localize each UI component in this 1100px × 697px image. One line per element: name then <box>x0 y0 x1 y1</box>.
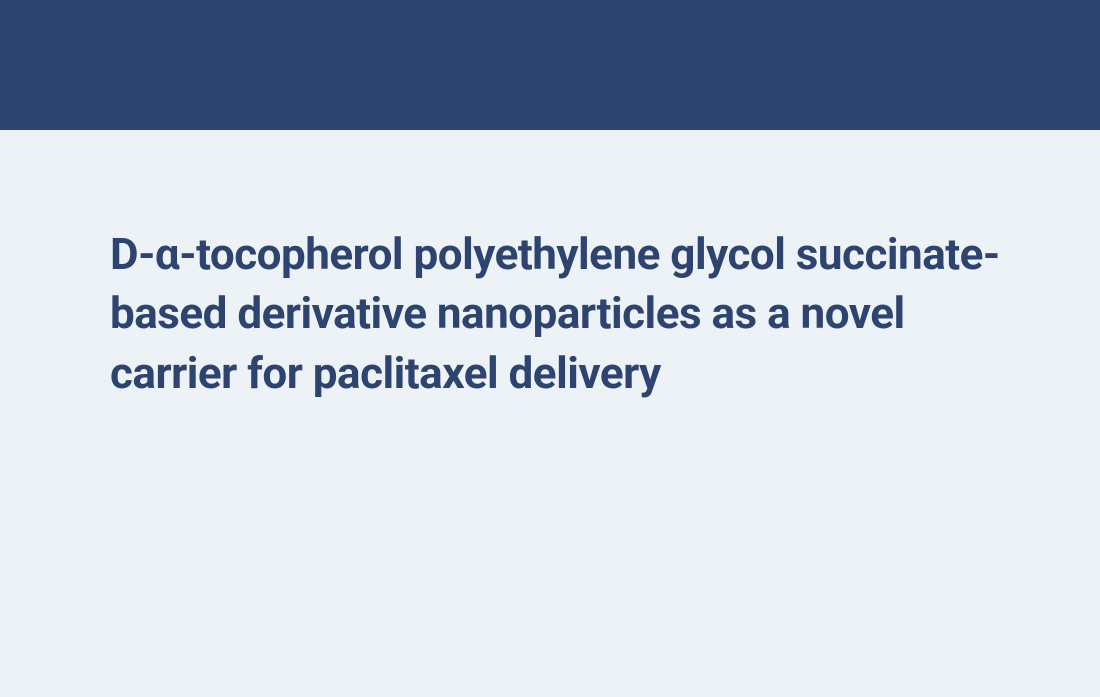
header-bar <box>0 0 1100 130</box>
content-area: D-α-tocopherol polyethylene glycol succi… <box>0 130 1100 697</box>
article-title: D-α-tocopherol polyethylene glycol succi… <box>110 225 1000 403</box>
